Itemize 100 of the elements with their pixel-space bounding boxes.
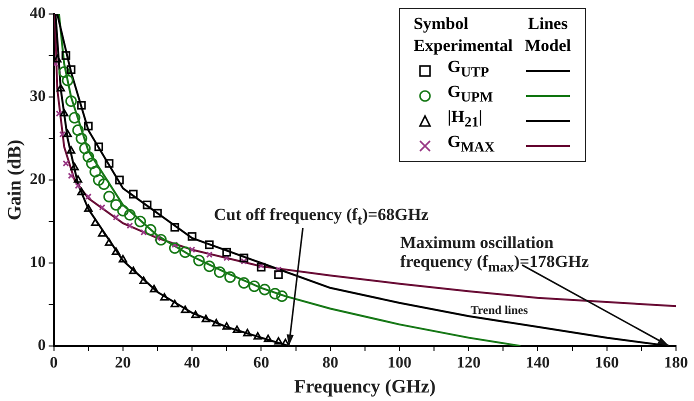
y-tick-label: 20 <box>30 171 46 188</box>
point <box>170 222 180 232</box>
x-tick-label: 40 <box>184 354 200 372</box>
point <box>188 232 196 241</box>
point <box>56 110 62 117</box>
point <box>214 266 226 278</box>
x-tick-label: 180 <box>664 354 688 372</box>
point <box>77 188 86 196</box>
annotation: Cut off frequency (f$_{t}$)=68GHz <box>214 205 429 230</box>
point <box>191 310 200 318</box>
point <box>85 193 92 200</box>
point <box>205 240 214 250</box>
point <box>58 66 70 78</box>
point <box>112 247 120 256</box>
point <box>72 124 84 136</box>
point <box>79 142 91 154</box>
point <box>129 266 138 274</box>
point <box>74 175 82 183</box>
legend-label: G$_{UPM}$ <box>446 82 494 107</box>
point <box>134 216 146 228</box>
point <box>82 150 94 163</box>
point <box>274 337 283 345</box>
point <box>180 306 190 314</box>
point <box>179 246 191 258</box>
annotation: Lines Model <box>524 13 572 57</box>
point <box>60 108 68 116</box>
y-tick-label: 30 <box>30 88 46 106</box>
point <box>128 190 138 198</box>
point <box>240 258 248 265</box>
point <box>275 266 282 273</box>
x-tick-label: 20 <box>114 354 131 372</box>
point <box>188 246 196 253</box>
point <box>110 199 122 211</box>
y-tick-label: 10 <box>30 254 46 272</box>
point <box>59 131 66 138</box>
point <box>112 214 120 221</box>
point <box>140 229 147 236</box>
legend-label: G$_{UTP}$ <box>446 57 490 82</box>
point <box>66 65 76 74</box>
x-axis-title: Frequency (GHz) <box>294 376 436 398</box>
point <box>139 276 148 284</box>
point <box>160 293 169 301</box>
y-tick-label: 40 <box>30 5 46 22</box>
x-tick-label: 0 <box>50 354 58 372</box>
point <box>240 254 248 262</box>
point <box>56 84 65 92</box>
point <box>150 284 158 292</box>
point <box>232 325 242 334</box>
point <box>63 130 72 138</box>
annotation: Trend lines <box>470 302 528 318</box>
point <box>258 284 270 296</box>
point <box>98 229 106 237</box>
point <box>98 178 110 190</box>
point <box>103 190 115 202</box>
point <box>170 300 180 308</box>
point <box>74 182 82 190</box>
x-tick-label: 100 <box>387 354 412 372</box>
point <box>104 238 114 246</box>
point <box>62 74 74 86</box>
point <box>65 95 77 107</box>
point <box>89 166 102 178</box>
point <box>204 260 216 272</box>
point <box>264 334 272 342</box>
point <box>54 54 62 62</box>
legend-label: G$_{MAX}$ <box>446 132 496 157</box>
point <box>86 158 98 170</box>
point <box>144 224 156 236</box>
point <box>92 174 105 186</box>
y-axis-title: Gain (dB) <box>4 140 26 220</box>
point <box>77 100 86 110</box>
point <box>70 162 79 170</box>
point <box>76 132 88 144</box>
x-tick-label: 80 <box>322 354 338 372</box>
point <box>193 254 205 266</box>
point <box>256 262 266 272</box>
point <box>222 248 231 257</box>
point <box>118 254 128 262</box>
point <box>126 222 134 229</box>
point <box>212 318 221 326</box>
point <box>98 204 106 211</box>
point <box>104 159 114 168</box>
point <box>248 280 260 292</box>
point <box>243 328 252 336</box>
point <box>68 112 80 124</box>
point <box>84 204 93 212</box>
point <box>62 160 70 167</box>
point <box>155 234 167 246</box>
x-tick-label: 60 <box>253 354 270 372</box>
point <box>68 172 74 180</box>
point <box>153 208 162 218</box>
y-tick-label: 0 <box>38 337 46 354</box>
x-tick-label: 120 <box>456 354 481 372</box>
point <box>168 242 181 254</box>
x-tick-label: 160 <box>594 354 619 372</box>
point <box>206 251 213 258</box>
legend-label: |H$_{21}$| <box>446 107 484 132</box>
point <box>94 142 104 152</box>
point <box>62 51 70 60</box>
point <box>238 277 250 289</box>
point <box>224 271 236 283</box>
